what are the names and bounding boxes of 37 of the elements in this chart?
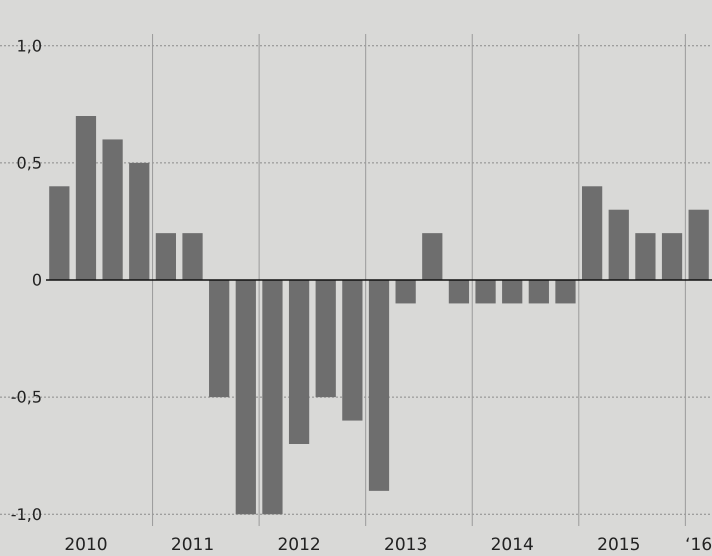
bar — [502, 280, 522, 304]
y-tick-label: -1,0 — [10, 504, 42, 524]
bar — [555, 280, 576, 304]
x-tick-label: 2012 — [277, 535, 321, 555]
bar — [129, 162, 150, 280]
bar — [368, 280, 390, 491]
x-tick-label: 2013 — [384, 535, 428, 555]
bar — [156, 233, 176, 280]
y-tick-label: 1,0 — [16, 36, 42, 56]
x-tick-label: 2015 — [597, 535, 640, 555]
y-tick-label: -0,5 — [10, 388, 42, 407]
bar — [236, 280, 256, 514]
bar — [688, 210, 709, 280]
bar — [316, 280, 336, 398]
bar — [262, 280, 283, 514]
y-tick-label: 0,5 — [16, 153, 42, 172]
x-tick-label: ‘16 — [685, 535, 712, 555]
bar — [528, 280, 549, 304]
bar — [288, 280, 310, 444]
x-tick-label: 2011 — [170, 535, 214, 555]
bar — [209, 280, 230, 398]
bar — [448, 280, 470, 304]
x-tick-label: 2010 — [64, 535, 108, 555]
bar — [342, 280, 362, 421]
bar — [396, 280, 416, 304]
bar — [422, 233, 442, 280]
x-tick-label: 2014 — [490, 535, 534, 555]
bar — [635, 233, 656, 280]
bar — [608, 210, 629, 280]
bar — [102, 139, 123, 280]
y-tick-label: 0 — [32, 270, 42, 290]
bar — [182, 233, 203, 280]
bar — [49, 186, 70, 280]
bar — [76, 116, 96, 280]
bar — [582, 186, 602, 280]
bar — [662, 233, 682, 280]
bar — [475, 280, 496, 304]
